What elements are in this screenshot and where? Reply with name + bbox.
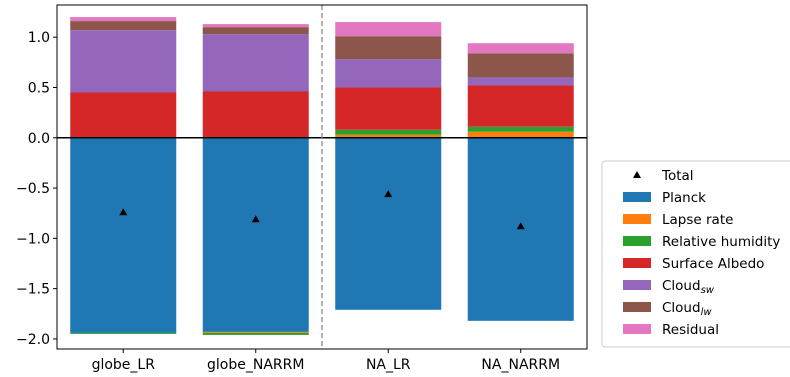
bar-cloud-lw-na-lr [335, 36, 442, 60]
legend-swatch-lapse-rate [623, 214, 651, 224]
bar-relative-humidity-na-lr [335, 129, 442, 135]
bars-layer [70, 17, 574, 335]
legend-label-total: Total [661, 168, 694, 184]
bar-planck-na-narrm [467, 137, 574, 321]
legend-label-lapse-rate: Lapse rate [662, 212, 733, 228]
bar-relative-humidity-globe-lr [70, 332, 177, 334]
bar-relative-humidity-globe-narrm [202, 332, 309, 335]
y-tick-label: 0.0 [28, 131, 50, 147]
total-marker-globe-lr [119, 208, 128, 216]
legend-box [601, 160, 790, 348]
y-tick-label: 0.5 [28, 80, 50, 96]
legend-swatch-cloud-sw [623, 280, 651, 290]
bar-planck-na-lr [335, 137, 442, 310]
bar-surface-albedo-globe-lr [70, 92, 177, 138]
overlay-layer [57, 5, 587, 349]
total-marker-na-lr [384, 190, 393, 198]
x-tick-label: NA_NARRM [481, 357, 560, 373]
legend-label-residual: Residual [662, 322, 719, 338]
legend-swatch-residual [623, 324, 651, 334]
bar-surface-albedo-globe-narrm [202, 91, 309, 138]
total-marker-globe-narrm [251, 215, 260, 223]
y-tick-label: −1.0 [16, 231, 50, 247]
plot-frame [56, 4, 588, 350]
bar-cloud-sw-globe-narrm [202, 34, 309, 92]
legend-swatch-surface-albedo [623, 258, 651, 268]
bar-planck-globe-lr [70, 137, 177, 333]
legend-swatch-planck [623, 192, 651, 202]
total-marker-na-narrm [516, 222, 525, 230]
bar-lapse-rate-na-narrm [467, 131, 574, 138]
legend-label-relative-humidity: Relative humidity [662, 234, 780, 250]
legend-label-cloud-lw: Cloudlw [662, 300, 712, 318]
legend: Total Planck Lapse rate Relative humidity Su… [601, 160, 790, 348]
legend-label-planck: Planck [662, 190, 706, 206]
legend-swatch-cloud-lw [623, 302, 651, 312]
bar-relative-humidity-na-narrm [467, 126, 574, 132]
x-tick-label: globe_NARRM [207, 357, 304, 373]
x-tick-label: NA_LR [366, 357, 411, 373]
bar-residual-na-narrm [467, 43, 574, 54]
axes-layer: 1.0 0.5 0.0 −0.5 −1.0 −1.5 −2.0 globe_LR globe_N… [16, 4, 588, 373]
legend-label-surface-albedo: Surface Albedo [662, 256, 764, 272]
y-tick-label: −1.5 [16, 282, 50, 298]
bar-cloud-lw-globe-lr [70, 21, 177, 31]
bar-lapse-rate-globe-narrm [202, 331, 309, 333]
bar-planck-globe-narrm [202, 137, 309, 332]
x-tick-label: globe_LR [92, 357, 156, 373]
bar-surface-albedo-na-narrm [467, 85, 574, 127]
bar-cloud-lw-globe-narrm [202, 27, 309, 35]
bar-residual-na-lr [335, 22, 442, 37]
y-tick-label: −0.5 [16, 181, 50, 197]
bar-cloud-sw-globe-lr [70, 30, 177, 93]
bar-lapse-rate-na-lr [335, 134, 442, 138]
bar-cloud-lw-na-narrm [467, 53, 574, 78]
legend-swatch-relative-humidity [623, 236, 651, 246]
y-tick-label: 1.0 [28, 30, 50, 46]
bar-cloud-sw-na-narrm [467, 77, 574, 86]
bar-residual-globe-narrm [202, 24, 309, 28]
bar-residual-globe-lr [70, 17, 177, 22]
y-tick-label: −2.0 [16, 332, 50, 348]
bar-surface-albedo-na-lr [335, 87, 442, 130]
bar-cloud-sw-na-lr [335, 59, 442, 88]
legend-marker-total [633, 171, 641, 178]
